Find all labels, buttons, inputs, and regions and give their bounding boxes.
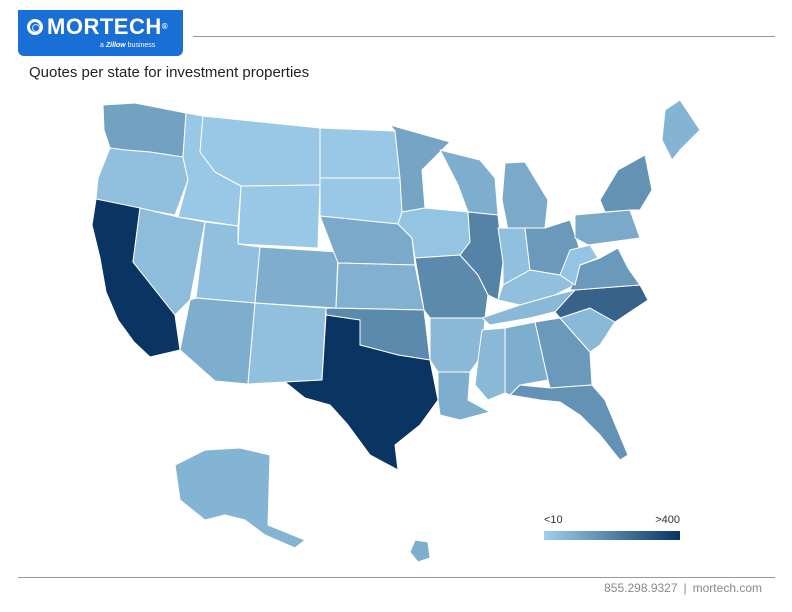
footer: 855.298.9327 | mortech.com [604, 581, 762, 595]
state-mi [501, 161, 549, 231]
registered-mark: ® [161, 22, 169, 31]
state-ks [335, 262, 425, 311]
state-wy [237, 184, 321, 249]
header-divider [193, 36, 775, 37]
state-hi [409, 539, 431, 563]
website-link[interactable]: mortech.com [692, 581, 762, 595]
state-nd [319, 127, 401, 179]
brand-name: MORTECH [47, 14, 162, 39]
phone-number: 855.298.9327 [604, 581, 678, 595]
state-or [95, 147, 189, 216]
legend-color-bar [544, 531, 680, 540]
footer-separator: | [683, 581, 687, 595]
footer-divider [18, 577, 775, 578]
state-me [661, 99, 701, 161]
state-nm [247, 302, 327, 385]
state-wi [439, 149, 499, 216]
legend-min-label: <10 [544, 514, 563, 526]
mortech-ring-icon [27, 19, 43, 35]
state-ak [174, 447, 306, 549]
brand-logo[interactable]: MORTECH® a Zillow business [18, 10, 183, 56]
state-co [254, 246, 339, 309]
page-title: Quotes per state for investment properti… [29, 64, 310, 81]
state-ny [599, 154, 653, 213]
brand-tagline: a Zillow business [100, 42, 156, 49]
state-pa [574, 209, 641, 246]
state-ar [429, 317, 486, 373]
state-ky [497, 269, 576, 306]
state-wv [559, 244, 599, 286]
zillow-wordmark: Zillow [105, 42, 126, 49]
state-la [437, 371, 491, 421]
state-az [179, 297, 256, 385]
legend-max-label: >400 [655, 514, 680, 526]
state-tx [284, 314, 439, 471]
map-legend: <10 >400 [544, 514, 680, 542]
state-fl [509, 384, 629, 461]
